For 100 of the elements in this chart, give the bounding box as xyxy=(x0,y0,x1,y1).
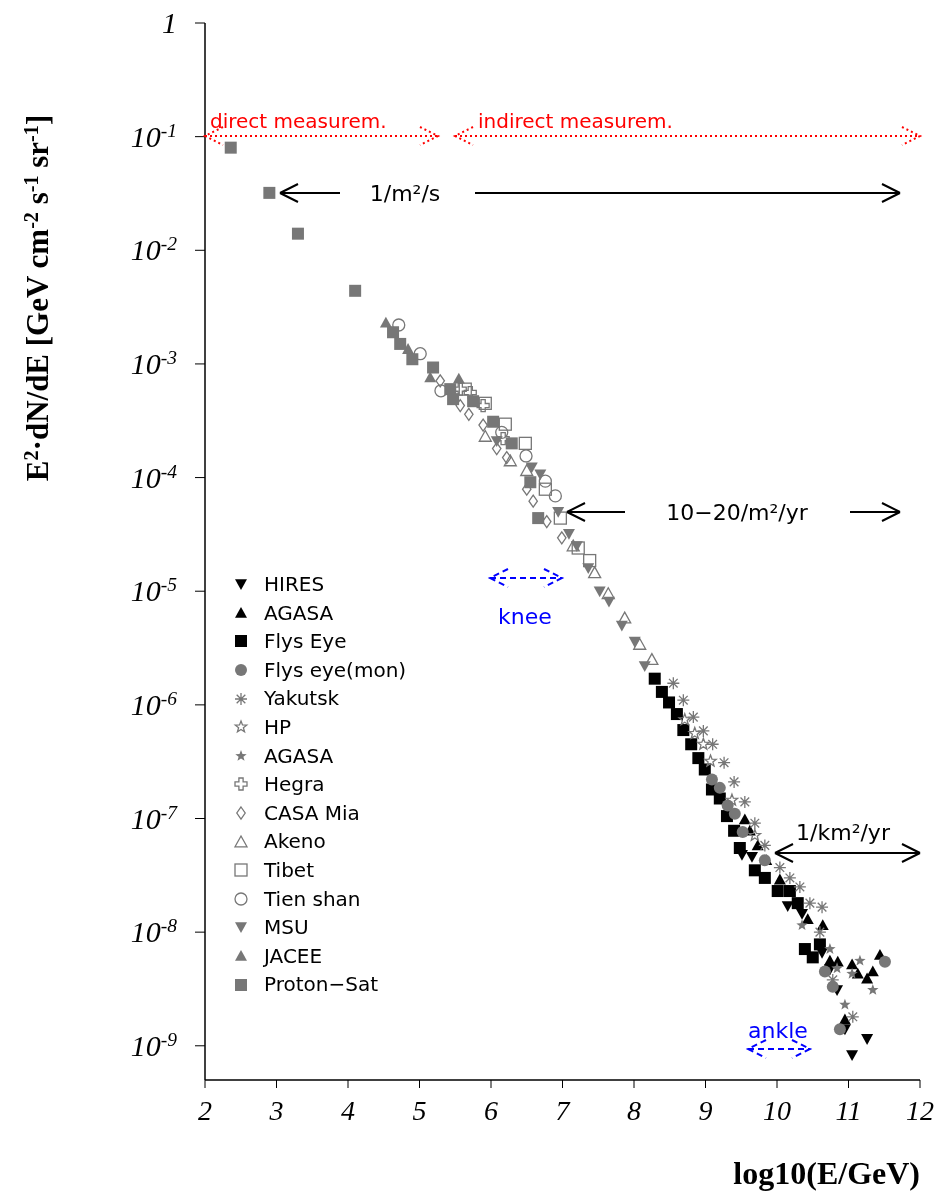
point xyxy=(736,826,749,839)
y-tick-label: 10$^{-3}$ xyxy=(130,346,178,380)
point xyxy=(548,489,562,503)
point xyxy=(582,563,595,575)
point xyxy=(728,807,741,820)
point xyxy=(491,441,502,456)
annotation: indirect measurem. xyxy=(478,109,673,133)
y-tick-label: 10$^{-7}$ xyxy=(130,801,179,835)
point xyxy=(815,900,829,914)
point xyxy=(748,816,762,830)
y-tick-label: 1 xyxy=(162,6,177,39)
legend-label: Hegra xyxy=(264,771,325,799)
y-tick-label: 10$^{-1}$ xyxy=(130,119,177,153)
point xyxy=(593,586,606,598)
point xyxy=(505,437,518,450)
x-tick-label: 3 xyxy=(268,1095,284,1126)
y-tick-label: 10$^{-9}$ xyxy=(130,1028,178,1062)
point xyxy=(813,938,826,951)
legend-label: Yakutsk xyxy=(264,685,340,713)
point xyxy=(406,353,419,366)
x-tick-label: 8 xyxy=(627,1095,641,1126)
point xyxy=(773,860,787,875)
x-tick-label: 9 xyxy=(698,1095,713,1126)
annotation: 1/km²/yr xyxy=(796,820,891,845)
annotation: ankle xyxy=(748,1018,808,1043)
point xyxy=(678,713,692,726)
point xyxy=(666,676,680,690)
point xyxy=(583,553,597,568)
point xyxy=(224,141,237,154)
point xyxy=(839,998,851,1010)
point xyxy=(738,795,752,809)
legend-label: AGASA xyxy=(264,599,334,627)
point xyxy=(478,429,492,442)
point xyxy=(628,636,641,648)
annotation: direct measurem. xyxy=(210,109,387,133)
point xyxy=(796,909,809,920)
point xyxy=(748,864,761,877)
point xyxy=(878,955,891,968)
point xyxy=(704,754,717,767)
x-tick-label: 5 xyxy=(412,1095,427,1126)
point xyxy=(833,1023,846,1036)
point xyxy=(783,885,796,898)
y-tick-label: 10$^{-5}$ xyxy=(130,574,178,608)
legend-label: CASA Mia xyxy=(264,799,360,827)
point xyxy=(796,919,808,931)
annotation: 1/m²/s xyxy=(369,181,441,206)
point xyxy=(685,738,698,751)
point xyxy=(495,425,509,439)
point xyxy=(487,415,500,428)
point xyxy=(467,395,480,408)
legend-label: AGASA xyxy=(264,742,334,770)
point xyxy=(534,469,547,481)
point xyxy=(556,531,567,545)
legend-label: Tibet xyxy=(264,856,314,884)
legend-label: Akeno xyxy=(264,828,326,856)
legend-label: Flys eye(mon) xyxy=(264,656,407,684)
y-tick-label: 10$^{-2}$ xyxy=(130,233,178,267)
x-tick-label: 12 xyxy=(906,1095,934,1126)
point xyxy=(846,1050,859,1061)
point xyxy=(601,587,615,600)
point xyxy=(349,284,362,297)
point xyxy=(705,773,718,786)
x-tick-label: 2 xyxy=(198,1095,212,1126)
point xyxy=(648,672,661,685)
point xyxy=(541,514,552,529)
point xyxy=(717,756,731,770)
point xyxy=(771,885,784,898)
point xyxy=(745,852,758,863)
point xyxy=(783,871,797,885)
point xyxy=(463,407,474,421)
point xyxy=(861,1034,874,1045)
x-tick-label: 10 xyxy=(763,1095,791,1126)
point xyxy=(434,384,448,398)
point xyxy=(588,566,602,579)
point xyxy=(455,398,466,413)
point xyxy=(846,1010,860,1024)
point xyxy=(452,372,465,384)
x-tick-label: 6 xyxy=(484,1095,498,1126)
point xyxy=(524,476,537,489)
point xyxy=(490,436,503,447)
point xyxy=(435,374,446,388)
point xyxy=(394,337,407,350)
point xyxy=(525,462,538,474)
point xyxy=(733,842,746,855)
point xyxy=(738,813,751,825)
point xyxy=(748,828,762,841)
annotation: 10−20/m²/yr xyxy=(666,500,809,525)
point xyxy=(791,897,804,910)
point xyxy=(692,752,705,765)
point xyxy=(706,737,720,751)
point xyxy=(725,793,739,806)
point xyxy=(854,954,866,966)
point xyxy=(615,620,628,632)
point xyxy=(478,418,488,432)
point xyxy=(447,393,460,406)
point xyxy=(528,494,539,508)
point xyxy=(618,611,632,624)
x-tick-label: 11 xyxy=(835,1095,862,1126)
legend-label: Flys Eye xyxy=(264,628,347,656)
point xyxy=(562,529,575,540)
